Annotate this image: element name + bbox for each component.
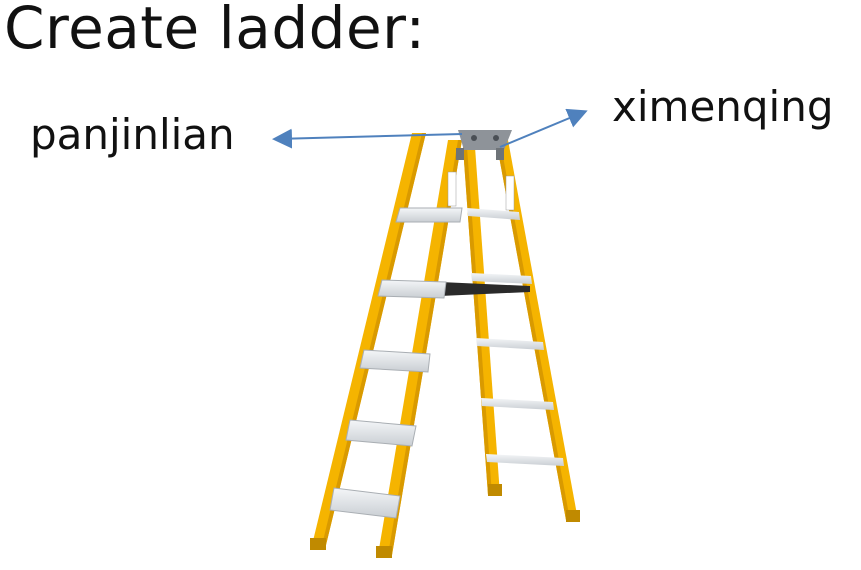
warning-label xyxy=(447,171,457,207)
ladder-brace xyxy=(440,282,530,296)
ladder-front-legs xyxy=(312,133,462,555)
ladder-top-hinge xyxy=(456,130,512,160)
ladder-front-steps xyxy=(329,207,463,519)
arrow-icon xyxy=(499,108,588,148)
ladder-back-legs xyxy=(462,133,580,522)
ladder-foot xyxy=(376,546,392,558)
page-title: Create ladder: xyxy=(4,0,426,62)
arrow-icon xyxy=(272,128,463,149)
label-ximenqing: ximenqing xyxy=(612,82,834,131)
ladder-foot xyxy=(310,538,326,550)
label-panjinlian: panjinlian xyxy=(30,110,235,159)
warning-label xyxy=(505,175,515,211)
